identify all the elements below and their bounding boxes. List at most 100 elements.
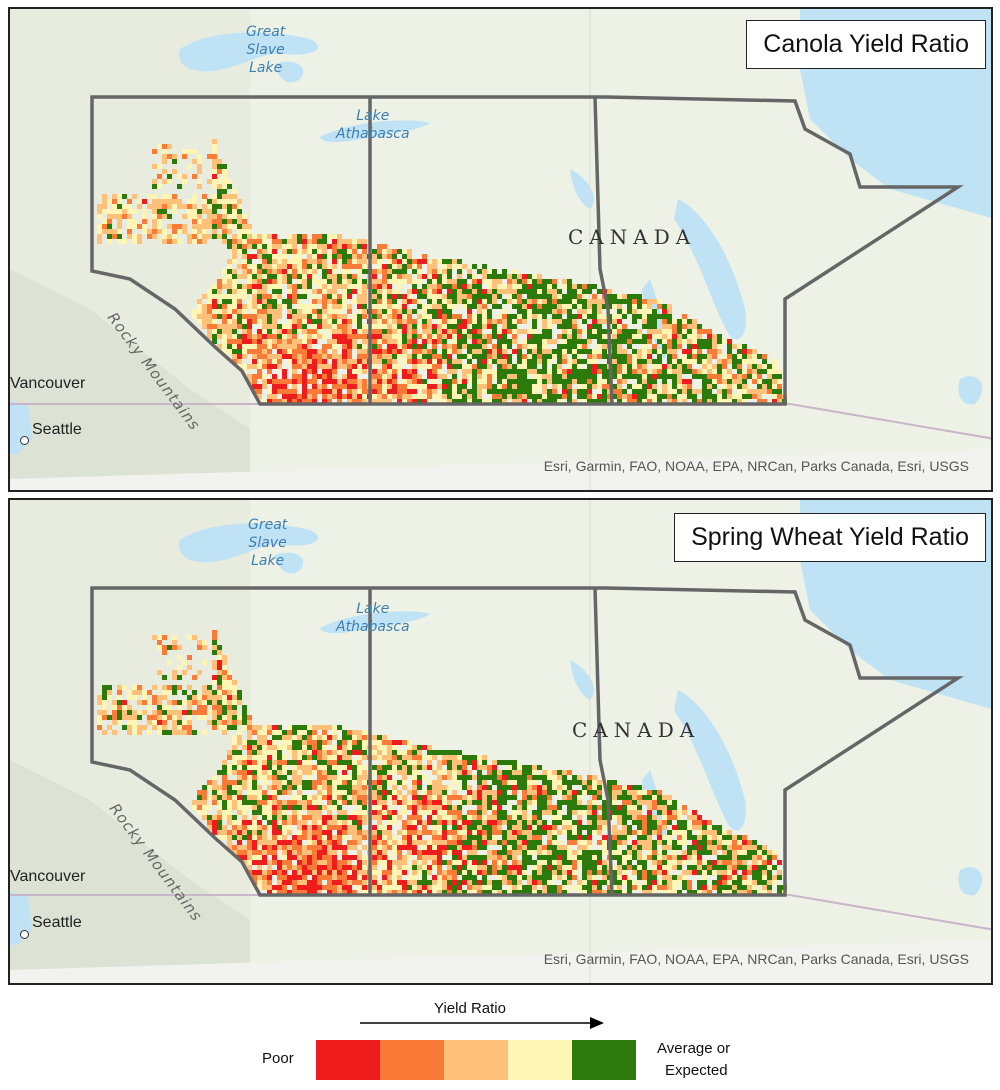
yield-cell (547, 379, 552, 384)
yield-cell (257, 820, 262, 825)
yield-cell (227, 244, 232, 249)
yield-cell (707, 394, 712, 399)
yield-cell (447, 259, 452, 264)
yield-cell (472, 860, 477, 865)
yield-cell (202, 239, 207, 244)
yield-cell (637, 369, 642, 374)
yield-cell (242, 770, 247, 775)
yield-cell (522, 304, 527, 309)
yield-cell (542, 389, 547, 394)
yield-cell (122, 705, 127, 710)
yield-cell (377, 780, 382, 785)
yield-cell (452, 394, 457, 399)
yield-cell (347, 825, 352, 830)
yield-cell (607, 389, 612, 394)
yield-cell (302, 394, 307, 399)
yield-cell (602, 319, 607, 324)
yield-cell (222, 234, 227, 239)
yield-cell (467, 324, 472, 329)
yield-cell (417, 289, 422, 294)
yield-cell (287, 780, 292, 785)
yield-cell (512, 314, 517, 319)
yield-cell (437, 800, 442, 805)
yield-cell (722, 369, 727, 374)
yield-cell (212, 795, 217, 800)
yield-cell (672, 354, 677, 359)
yield-cell (187, 164, 192, 169)
yield-cell (382, 835, 387, 840)
yield-cell (292, 850, 297, 855)
yield-cell (322, 364, 327, 369)
yield-cell (292, 815, 297, 820)
yield-cell (702, 364, 707, 369)
spring-wheat-map-panel[interactable]: Great Slave Lake Lake Athabasca CANADA R… (8, 498, 993, 985)
yield-cell (342, 755, 347, 760)
yield-cell (387, 855, 392, 860)
yield-cell (247, 304, 252, 309)
yield-cell (447, 314, 452, 319)
yield-cell (432, 334, 437, 339)
yield-cell (222, 309, 227, 314)
yield-cell (542, 324, 547, 329)
yield-cell (517, 284, 522, 289)
yield-cell (372, 364, 377, 369)
yield-cell (387, 815, 392, 820)
yield-cell (517, 384, 522, 389)
yield-cell (242, 304, 247, 309)
yield-cell (417, 785, 422, 790)
canola-map-panel[interactable]: Great Slave Lake Lake Athabasca CANADA R… (8, 7, 993, 492)
yield-cell (512, 379, 517, 384)
yield-cell (687, 354, 692, 359)
yield-cell (262, 805, 267, 810)
yield-cell (262, 249, 267, 254)
yield-cell (207, 805, 212, 810)
yield-cell (247, 790, 252, 795)
yield-cell (227, 329, 232, 334)
yield-cell (492, 850, 497, 855)
yield-cell (557, 334, 562, 339)
yield-cell (512, 810, 517, 815)
yield-cell (672, 319, 677, 324)
yield-cell (662, 855, 667, 860)
yield-cell (347, 244, 352, 249)
yield-cell (582, 299, 587, 304)
yield-cell (452, 374, 457, 379)
yield-cell (227, 685, 232, 690)
yield-cell (277, 800, 282, 805)
yield-cell (127, 209, 132, 214)
yield-cell (457, 835, 462, 840)
yield-cell (492, 830, 497, 835)
yield-cell (532, 354, 537, 359)
yield-cell (287, 354, 292, 359)
yield-cell (162, 239, 167, 244)
yield-cell (322, 795, 327, 800)
yield-cell (502, 299, 507, 304)
yield-cell (307, 805, 312, 810)
yield-cell (242, 725, 247, 730)
yield-cell (337, 249, 342, 254)
yield-cell (242, 364, 247, 369)
yield-cell (577, 825, 582, 830)
yield-cell (417, 304, 422, 309)
yield-cell (432, 860, 437, 865)
yield-cell (387, 825, 392, 830)
yield-cell (622, 364, 627, 369)
yield-cell (257, 394, 262, 399)
yield-cell (732, 855, 737, 860)
yield-cell (602, 825, 607, 830)
yield-cell (417, 264, 422, 269)
yield-cell (477, 394, 482, 399)
yield-cell (232, 710, 237, 715)
yield-cell (492, 324, 497, 329)
yield-cell (322, 860, 327, 865)
yield-cell (522, 399, 527, 404)
yield-cell (612, 324, 617, 329)
yield-cell (552, 815, 557, 820)
yield-cell (352, 745, 357, 750)
yield-cell (667, 304, 672, 309)
yield-cell (252, 730, 257, 735)
yield-cell (452, 825, 457, 830)
yield-cell (287, 379, 292, 384)
yield-cell (627, 369, 632, 374)
yield-cell (637, 805, 642, 810)
